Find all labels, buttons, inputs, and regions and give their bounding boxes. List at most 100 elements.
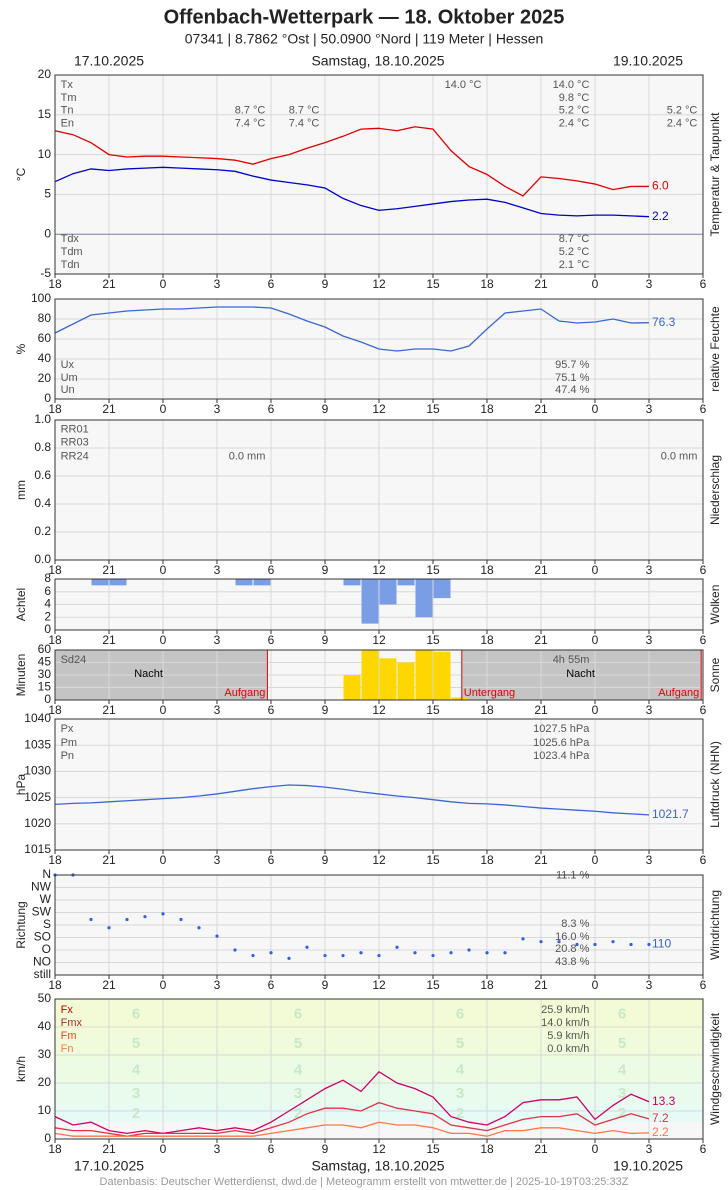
x-tick-label: 3 <box>214 402 221 416</box>
y-tick-label: 10 <box>38 147 52 161</box>
band-label: 2 <box>456 1105 464 1122</box>
x-tick-label: 0 <box>160 1142 167 1156</box>
x-tick-label: 15 <box>426 853 440 867</box>
y-tick-label: 20 <box>38 67 52 81</box>
plot-frame <box>54 718 704 851</box>
x-tick-label: 21 <box>534 633 548 647</box>
y-tick-label: still <box>34 967 51 981</box>
annotation: Tn <box>61 105 74 117</box>
band-label: 6 <box>456 1005 464 1022</box>
x-tick-label: 18 <box>480 703 494 717</box>
annotation: RR03 <box>61 436 89 448</box>
annotation: Aufgang <box>658 687 699 699</box>
x-tick-label: 0 <box>592 277 599 291</box>
x-tick-label: 0 <box>592 978 599 992</box>
band-label: 2 <box>294 1105 302 1122</box>
x-tick-label: 12 <box>372 853 386 867</box>
x-tick-label: 6 <box>700 563 707 577</box>
band-label: 3 <box>294 1085 302 1102</box>
annotation: 0.0 km/h <box>547 1043 589 1055</box>
x-tick-label: 3 <box>214 703 221 717</box>
annotation: 8.7 °C <box>289 105 320 117</box>
band-label: 3 <box>618 1085 626 1102</box>
x-tick-label: 15 <box>426 633 440 647</box>
x-tick-label: 9 <box>322 633 329 647</box>
x-tick-label: 3 <box>646 563 653 577</box>
y-tick-label: 6 <box>44 584 51 598</box>
point <box>161 912 165 916</box>
side-label: Luftdruck (NHN) <box>708 741 722 828</box>
x-tick-label: 3 <box>214 563 221 577</box>
series-line <box>54 166 650 218</box>
y-tick-label: N <box>42 867 51 881</box>
y-tick-label: 0 <box>44 1131 51 1145</box>
plot-frame <box>54 298 704 400</box>
annotation: Um <box>61 372 78 384</box>
y-tick-label: 5 <box>44 187 51 201</box>
y-tick-label: SW <box>32 905 52 919</box>
y-tick-label: O <box>42 942 51 956</box>
x-tick-label: 9 <box>322 563 329 577</box>
x-tick-label: 15 <box>426 277 440 291</box>
x-tick-label: 21 <box>102 853 116 867</box>
x-tick-label: 3 <box>646 277 653 291</box>
annotation: 1023.4 hPa <box>533 750 590 762</box>
side-label: Niederschlag <box>708 455 722 525</box>
annotation: Fn <box>61 1043 74 1055</box>
date-center: Samstag, 18.10.2025 <box>311 1158 444 1174</box>
bar <box>433 579 451 599</box>
annotation: 0.0 mm <box>229 450 266 462</box>
end-label: 76.3 <box>652 315 676 329</box>
x-tick-label: 3 <box>646 402 653 416</box>
y-tick-label: 0.6 <box>34 468 51 482</box>
y-tick-label: 10 <box>38 1103 52 1117</box>
date-left: 17.10.2025 <box>74 53 144 69</box>
bar <box>415 579 433 618</box>
series-line <box>54 306 650 352</box>
x-tick-label: 12 <box>372 402 386 416</box>
x-tick-label: 18 <box>480 853 494 867</box>
x-tick-label: 3 <box>646 633 653 647</box>
y-tick-label: 1015 <box>24 842 51 856</box>
x-tick-label: 18 <box>48 703 62 717</box>
point <box>341 953 345 958</box>
x-tick-label: 6 <box>700 978 707 992</box>
x-tick-label: 12 <box>372 1142 386 1156</box>
y-tick-label: 15 <box>38 107 52 121</box>
annotation: Aufgang <box>224 687 265 699</box>
y-tick-label: 30 <box>38 667 52 681</box>
x-tick-label: 15 <box>426 563 440 577</box>
point <box>233 948 237 952</box>
point <box>197 926 201 930</box>
point <box>107 926 111 930</box>
x-tick-label: 0 <box>160 853 167 867</box>
band-label: 4 <box>456 1061 465 1078</box>
series-line <box>54 1070 650 1135</box>
side-label: relative Feuchte <box>708 306 722 392</box>
annotation: 8.7 °C <box>235 105 266 117</box>
point <box>575 942 579 947</box>
annotation: 2.4 °C <box>559 117 590 129</box>
x-tick-label: 9 <box>322 1142 329 1156</box>
y-tick-label: 1.0 <box>34 412 51 426</box>
point <box>557 940 561 944</box>
bar <box>109 579 127 586</box>
point <box>431 953 435 958</box>
x-tick-label: 6 <box>700 703 707 717</box>
y-axis-label: Minuten <box>14 654 28 697</box>
point <box>611 940 615 944</box>
x-tick-label: 12 <box>372 703 386 717</box>
annotation: 1025.6 hPa <box>533 737 590 749</box>
annotation: 47.4 % <box>555 384 589 396</box>
band-label: 6 <box>618 1005 626 1022</box>
plot-frame <box>54 578 704 631</box>
x-tick-label: 3 <box>646 853 653 867</box>
y-tick-label: W <box>40 892 52 906</box>
title: Offenbach-Wetterpark — 18. Oktober 2025 <box>164 6 565 28</box>
bar <box>397 579 415 586</box>
annotation: 95.7 % <box>555 359 589 371</box>
x-tick-label: 0 <box>592 1142 599 1156</box>
point <box>287 956 291 960</box>
bar <box>379 579 397 605</box>
y-tick-label: 15 <box>38 680 52 694</box>
